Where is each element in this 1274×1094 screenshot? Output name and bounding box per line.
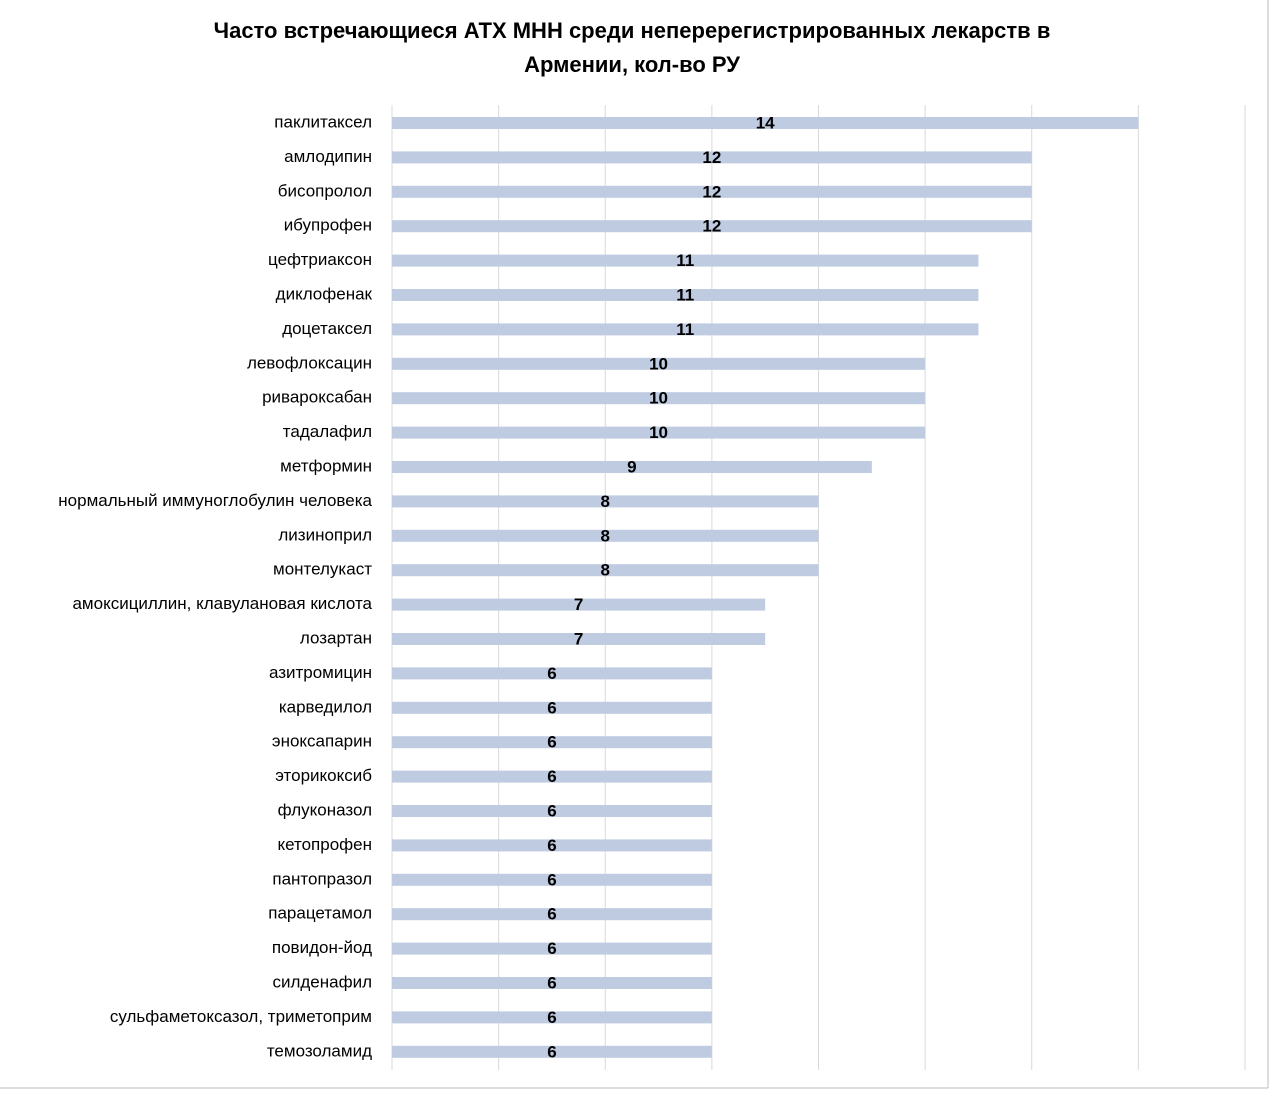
bar xyxy=(392,357,926,370)
y-tick-label: метформин xyxy=(280,456,372,475)
y-tick-label: флуконазол xyxy=(278,800,372,819)
data-label: 8 xyxy=(601,526,610,545)
y-tick-label: повидон-йод xyxy=(272,938,372,957)
bar xyxy=(392,908,712,921)
bar xyxy=(392,805,712,817)
data-label: 6 xyxy=(547,1042,556,1061)
data-label: 6 xyxy=(547,870,556,889)
y-tick-label: монтелукаст xyxy=(273,560,372,579)
bar xyxy=(392,873,712,886)
bar xyxy=(392,1011,712,1024)
y-tick-label: диклофенак xyxy=(276,284,373,303)
y-tick-label: темозоламид xyxy=(267,1041,372,1060)
bar xyxy=(392,564,819,577)
data-label: 12 xyxy=(702,182,721,201)
data-label: 6 xyxy=(547,733,556,752)
data-label: 6 xyxy=(547,973,556,992)
bar xyxy=(392,426,926,439)
y-tick-label: ибупрофен xyxy=(284,216,372,235)
bar xyxy=(392,117,1139,129)
data-label: 10 xyxy=(649,354,668,373)
bar xyxy=(392,323,979,336)
data-label: 12 xyxy=(702,148,721,167)
y-tick-label: амоксициллин, клавулановая кислота xyxy=(72,594,372,613)
y-tick-label: паклитаксел xyxy=(274,112,372,131)
y-tick-label: бисопролол xyxy=(278,181,372,200)
bar xyxy=(392,942,712,955)
data-label: 6 xyxy=(547,1008,556,1027)
y-tick-label: сульфаметоксазол, триметоприм xyxy=(110,1007,372,1026)
bar xyxy=(392,667,712,680)
y-tick-label: азитромицин xyxy=(269,663,372,682)
data-label: 6 xyxy=(547,767,556,786)
bar xyxy=(392,461,872,473)
y-tick-label: парацетамол xyxy=(268,904,372,923)
data-label: 6 xyxy=(547,905,556,924)
bar xyxy=(392,633,766,645)
data-label: 8 xyxy=(601,492,610,511)
bar xyxy=(392,529,819,542)
y-tick-label: цефтриаксон xyxy=(268,250,372,269)
y-tick-label: тадалафил xyxy=(283,422,372,441)
data-label: 6 xyxy=(547,939,556,958)
data-label: 10 xyxy=(649,423,668,442)
y-tick-label: амлодипин xyxy=(284,147,372,166)
data-label: 7 xyxy=(574,595,583,614)
data-label: 7 xyxy=(574,629,583,648)
bar xyxy=(392,977,712,989)
data-label: 11 xyxy=(676,320,694,339)
data-label: 6 xyxy=(547,698,556,717)
data-label: 9 xyxy=(627,457,636,476)
bar xyxy=(392,254,979,267)
chart-title: Часто встречающиеся АТХ МНН среди непере… xyxy=(213,18,1051,77)
y-tick-label: карведилол xyxy=(279,697,372,716)
y-tick-label: эноксапарин xyxy=(272,732,372,751)
data-label: 11 xyxy=(676,251,694,270)
bar xyxy=(392,598,766,611)
y-tick-label: доцетаксел xyxy=(282,319,372,338)
y-tick-label: лизиноприл xyxy=(278,525,372,544)
data-label: 14 xyxy=(756,113,775,132)
data-label: 12 xyxy=(702,217,721,236)
bar xyxy=(392,392,926,405)
bar xyxy=(392,701,712,714)
y-tick-label: кетопрофен xyxy=(277,835,372,854)
y-tick-label: пантопразол xyxy=(272,869,372,888)
y-tick-label: ривароксабан xyxy=(262,388,372,407)
bar xyxy=(392,770,712,783)
bar xyxy=(392,839,712,852)
y-tick-label: нормальный иммуноглобулин человека xyxy=(58,491,372,510)
y-tick-label: лозартан xyxy=(300,628,372,647)
data-label: 6 xyxy=(547,664,556,683)
bar xyxy=(392,289,979,301)
bar xyxy=(392,151,1032,164)
y-tick-label: силденафил xyxy=(272,972,372,991)
data-label: 6 xyxy=(547,836,556,855)
bar xyxy=(392,1045,712,1058)
data-label: 6 xyxy=(547,801,556,820)
bar xyxy=(392,220,1032,233)
y-tick-label: левофлоксацин xyxy=(247,353,372,372)
data-label: 8 xyxy=(601,561,610,580)
data-label: 11 xyxy=(676,285,694,304)
y-tick-label: эторикоксиб xyxy=(275,766,372,785)
bar xyxy=(392,185,1032,198)
data-label: 10 xyxy=(649,389,668,408)
bar xyxy=(392,736,712,749)
bar xyxy=(392,495,819,508)
